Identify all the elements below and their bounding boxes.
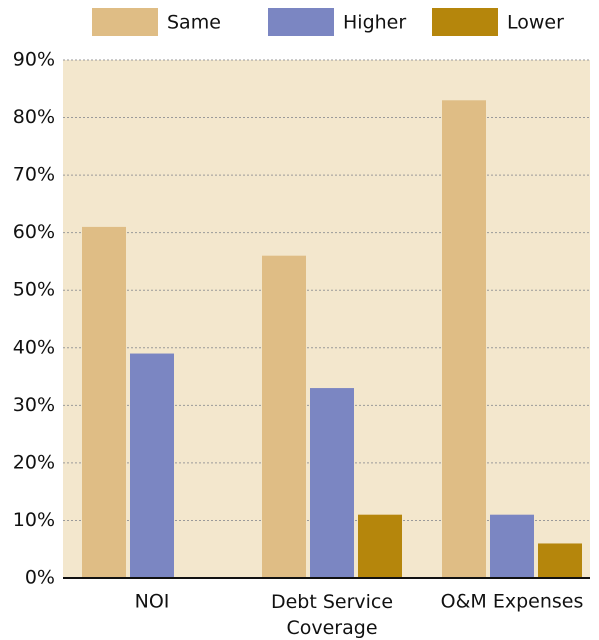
bar <box>130 353 174 578</box>
x-tick-label: NOI <box>135 591 170 613</box>
legend-label: Higher <box>343 12 406 34</box>
bar <box>82 226 126 578</box>
bar <box>442 100 486 579</box>
y-tick-label: 40% <box>13 336 55 358</box>
y-tick-label: 90% <box>13 49 55 71</box>
y-tick-label: 50% <box>13 279 55 301</box>
y-tick-label: 20% <box>13 451 55 473</box>
bar <box>262 255 306 578</box>
legend-label: Lower <box>507 12 564 34</box>
bar <box>490 514 534 578</box>
y-tick-label: 60% <box>13 221 55 243</box>
y-tick-label: 0% <box>25 567 55 589</box>
y-tick-label: 10% <box>13 509 55 531</box>
bar <box>358 514 402 578</box>
label-line: Debt Service <box>271 591 393 613</box>
label-line: Coverage <box>286 617 377 639</box>
legend-label: Same <box>167 12 221 34</box>
legend-swatch <box>268 8 334 36</box>
y-tick-label: 30% <box>13 394 55 416</box>
bar <box>538 543 582 578</box>
x-tick-label: O&M Expenses <box>441 591 584 613</box>
legend-swatch <box>432 8 498 36</box>
y-tick-label: 70% <box>13 164 55 186</box>
legend-swatch <box>92 8 158 36</box>
y-tick-label: 80% <box>13 106 55 128</box>
bar <box>310 388 354 578</box>
x-tick-label: Debt Service Coverage <box>271 591 393 639</box>
